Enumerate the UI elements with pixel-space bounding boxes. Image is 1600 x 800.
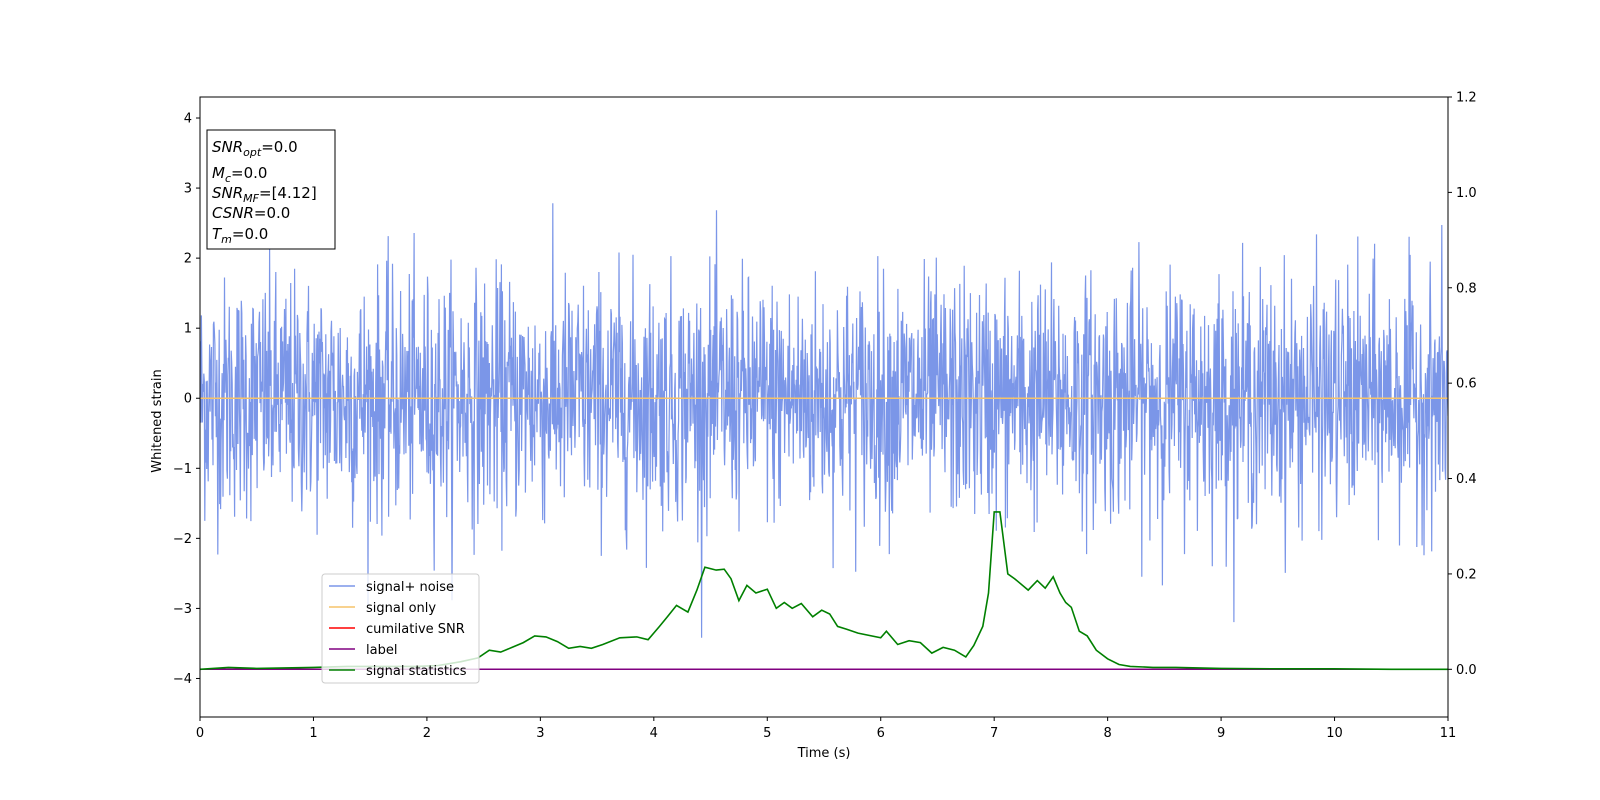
x-tick-label: 11 xyxy=(1440,726,1457,741)
legend-label: signal only xyxy=(366,601,436,616)
x-axis-label: Time (s) xyxy=(797,746,851,761)
legend-label: label xyxy=(366,643,397,658)
series-signal-statistics xyxy=(200,511,1448,671)
y-tick-label: 1 xyxy=(184,322,192,337)
x-tick-label: 2 xyxy=(423,726,431,741)
x-tick-label: 1 xyxy=(309,726,317,741)
x-tick-label: 7 xyxy=(990,726,998,741)
x-tick-label: 8 xyxy=(1103,726,1111,741)
y2-tick-label: 1.0 xyxy=(1456,186,1477,201)
series-signal-noise xyxy=(200,203,1448,638)
legend-label: signal statistics xyxy=(366,664,467,679)
info-box: SNRopt=0.0 Mc=0.0 SNRMF=[4.12] CSNR=0.0 … xyxy=(206,129,336,250)
plot-frame xyxy=(199,96,1449,718)
info-snr-opt: SNRopt=0.0 xyxy=(212,138,298,159)
y-tick-label: 0 xyxy=(184,392,192,407)
y-tick-label: 2 xyxy=(184,252,192,267)
y-tick-label: −2 xyxy=(173,532,192,547)
info-mc: Mc=0.0 xyxy=(212,164,267,185)
y-axis-left: 4 3 2 1 0 −1 −2 −3 −4 xyxy=(173,112,200,687)
x-tick-label: 5 xyxy=(763,726,771,741)
x-tick-label: 10 xyxy=(1326,726,1343,741)
x-tick-label: 4 xyxy=(650,726,658,741)
y-axis-label: Whitened strain xyxy=(150,369,165,472)
y2-tick-label: 0.4 xyxy=(1456,472,1477,487)
x-tick-label: 6 xyxy=(877,726,885,741)
x-tick-label: 0 xyxy=(196,726,204,741)
info-tm: Tm=0.0 xyxy=(212,225,268,246)
y2-tick-label: 0.2 xyxy=(1456,567,1477,582)
x-tick-label: 9 xyxy=(1217,726,1225,741)
y-tick-label: −4 xyxy=(173,672,192,687)
x-tick-label: 3 xyxy=(536,726,544,741)
x-axis: 0 1 2 3 4 5 6 7 8 9 10 11 xyxy=(196,717,1456,741)
legend: signal+ noise signal only cumilative SNR la… xyxy=(321,573,480,684)
info-snr-mf: SNRMF=[4.12] xyxy=(212,184,317,205)
y-tick-label: −3 xyxy=(173,602,192,617)
y2-tick-label: 1.2 xyxy=(1456,91,1477,106)
info-csnr: CSNR=0.0 xyxy=(212,204,290,222)
y-tick-label: 3 xyxy=(184,182,192,197)
y2-tick-label: 0.0 xyxy=(1456,663,1477,678)
y-axis-right: 1.2 1.0 0.8 0.6 0.4 0.2 0.0 xyxy=(1448,91,1477,678)
y-tick-label: −1 xyxy=(173,462,192,477)
legend-label: cumilative SNR xyxy=(366,622,465,637)
y2-tick-label: 0.8 xyxy=(1456,281,1477,296)
legend-frame xyxy=(321,573,480,684)
legend-label: signal+ noise xyxy=(366,580,454,595)
y-tick-label: 4 xyxy=(184,112,192,127)
info-box-frame xyxy=(206,129,336,250)
y2-tick-label: 0.6 xyxy=(1456,377,1477,392)
